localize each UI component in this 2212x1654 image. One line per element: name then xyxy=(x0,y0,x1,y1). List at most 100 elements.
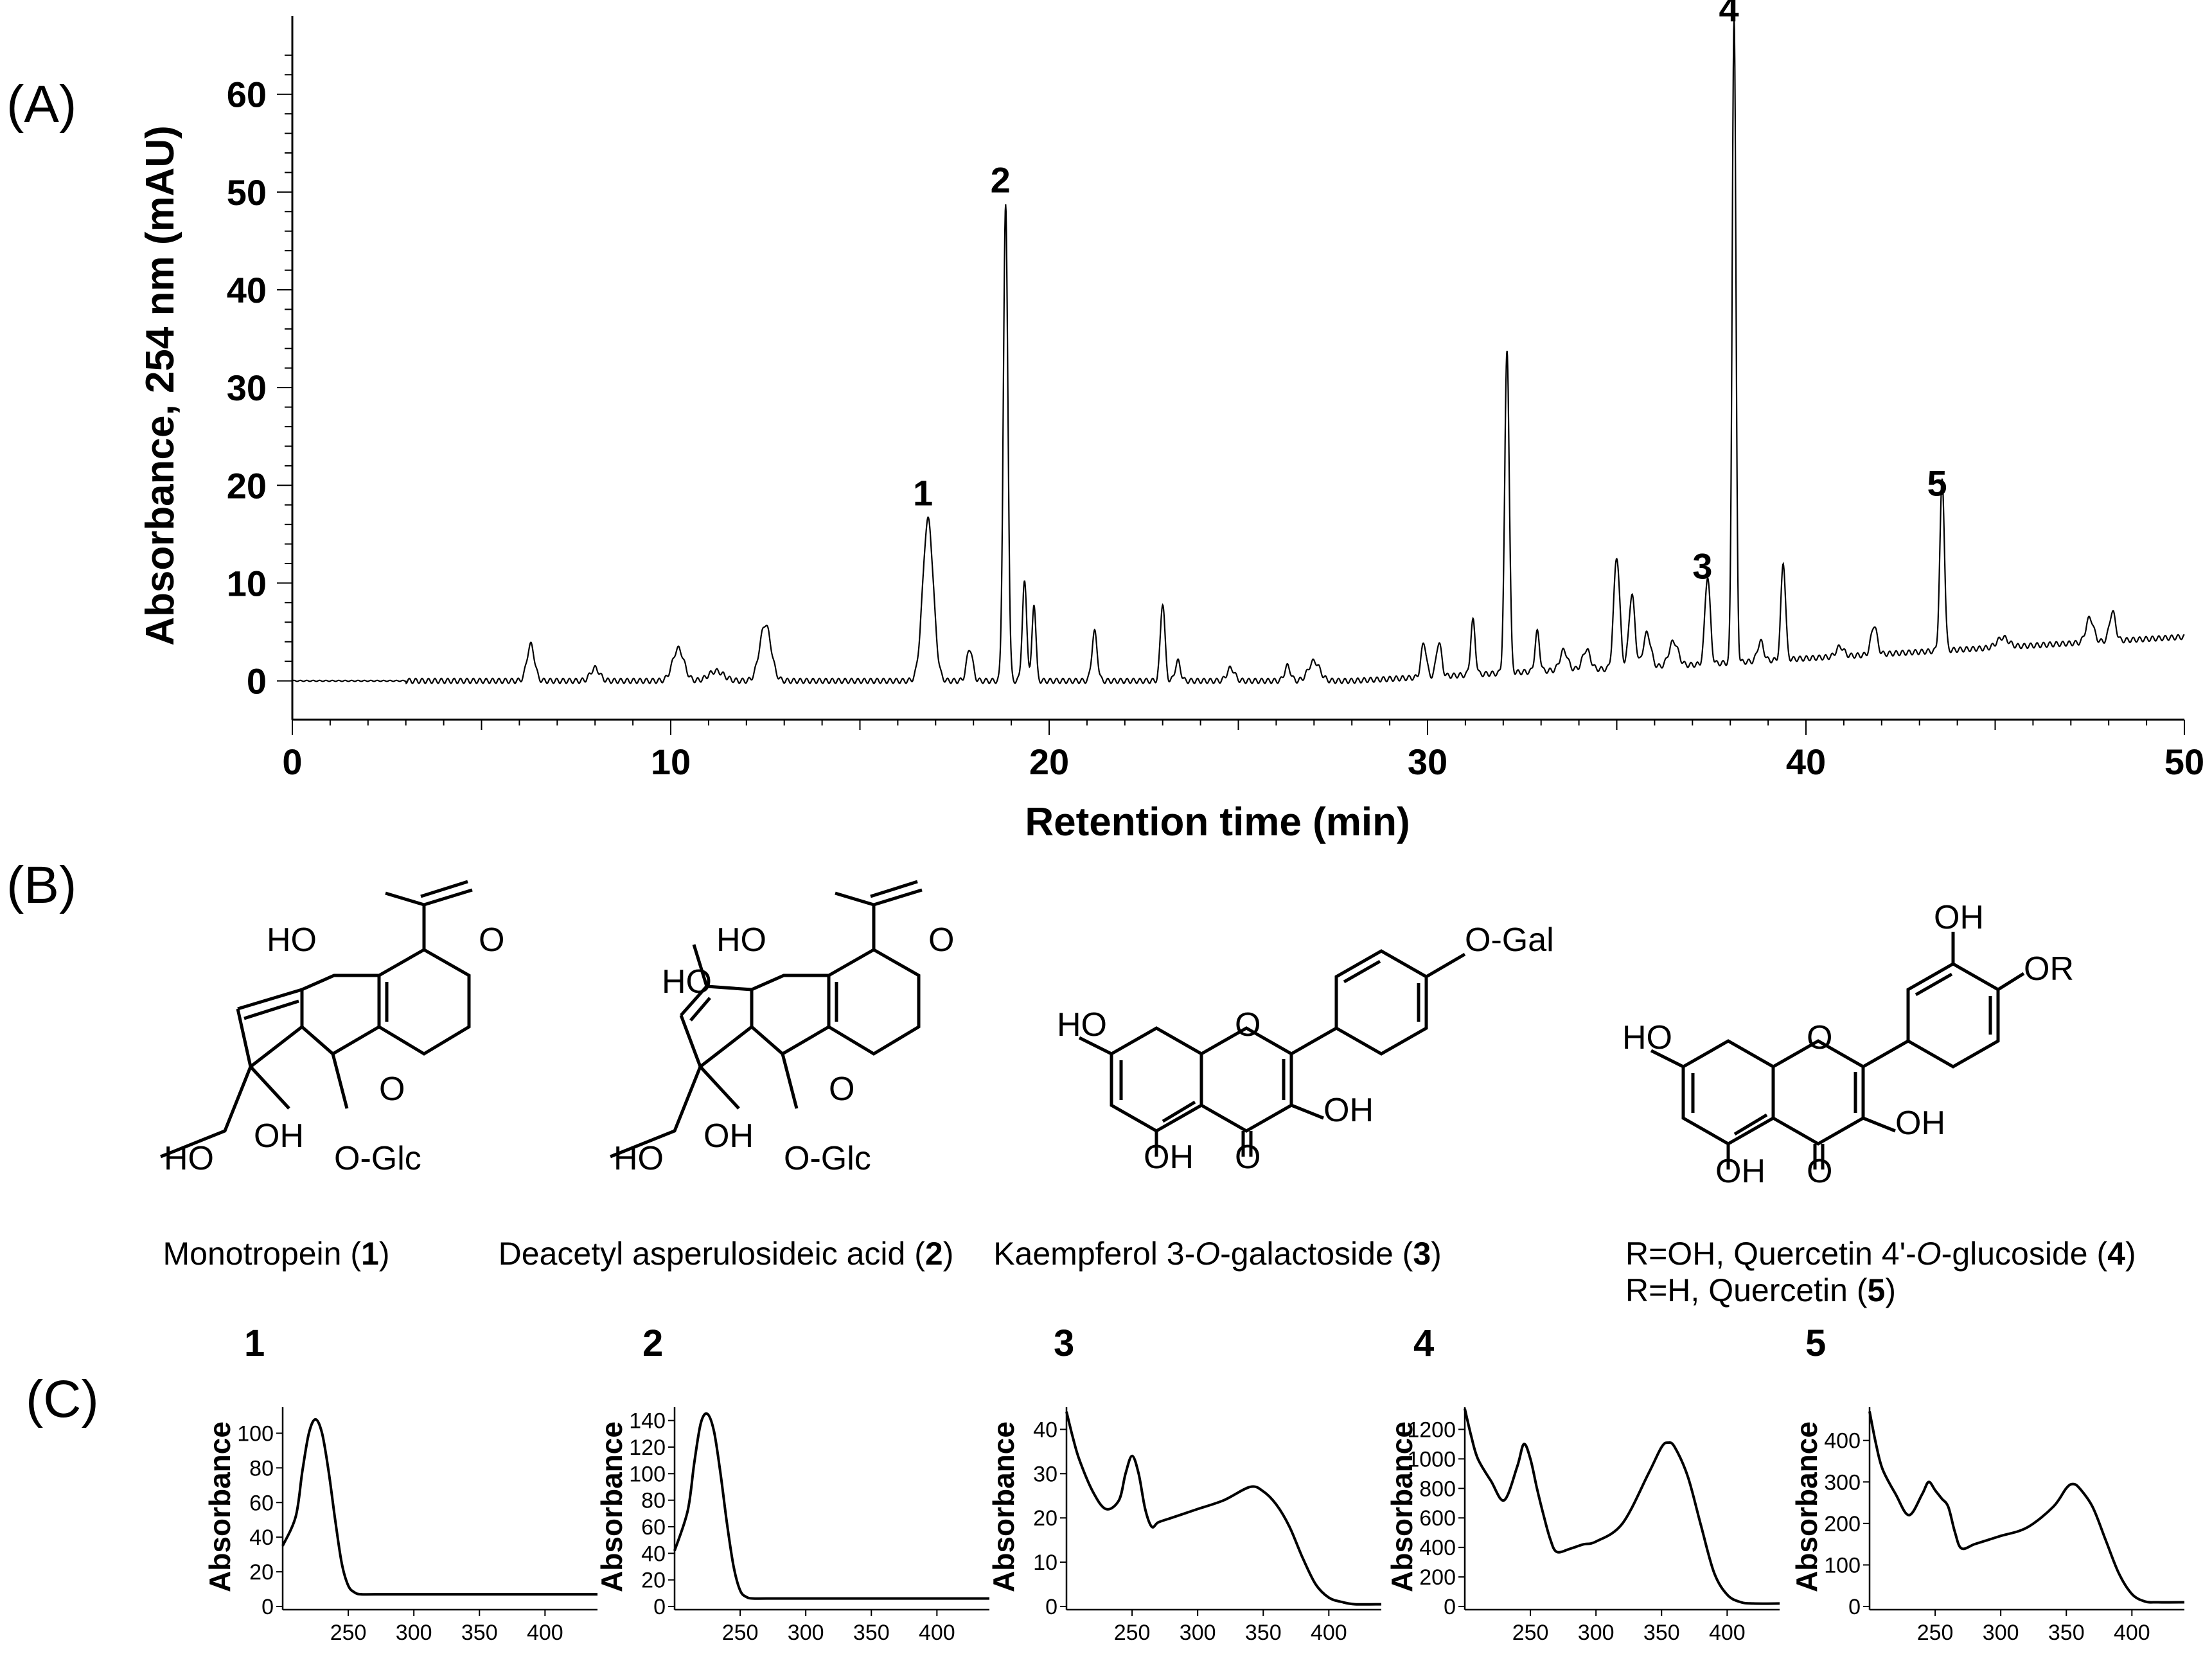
caption-quercetin: R=H, Quercetin (5) xyxy=(1625,1272,1896,1308)
bond-oh xyxy=(249,1065,290,1110)
bond-ring-right xyxy=(827,948,921,1056)
bond-ring-a-double xyxy=(1691,1073,1768,1136)
chromatogram-trace xyxy=(292,17,2185,685)
spectrum-curve xyxy=(1464,1408,1780,1605)
spectrum-y-tick-label: 200 xyxy=(1419,1565,1456,1590)
peak-label: 4 xyxy=(1719,0,1739,29)
spectrum-x-tick-label: 350 xyxy=(853,1621,890,1645)
spectrum-y-label: Absorbance xyxy=(987,1421,1020,1592)
y-tick-label: 50 xyxy=(227,172,267,213)
spectrum-title: 1 xyxy=(244,1322,265,1364)
bond-ring-b xyxy=(1290,949,1428,1056)
caption-number: 1 xyxy=(361,1236,379,1272)
caption-text: R=OH, Quercetin 4'- xyxy=(1625,1236,1916,1272)
bond-ch2oh xyxy=(160,1066,252,1159)
spectrum-x-tick-label: 350 xyxy=(1643,1621,1680,1645)
spectrum-x-tick-label: 250 xyxy=(1114,1621,1151,1645)
y-axis-label: Absorbance, 254 nm (mAU) xyxy=(138,125,182,646)
atom-label: O xyxy=(1807,1019,1832,1056)
bond-carbonyl xyxy=(420,880,473,907)
spectrum-y-tick-label: 0 xyxy=(1045,1595,1057,1619)
spectrum-x-tick-label: 400 xyxy=(2114,1621,2150,1645)
x-tick-label: 40 xyxy=(1786,742,1826,782)
spectrum-x-tick-label: 400 xyxy=(1709,1621,1746,1645)
structure-deacetyl-asperulosideic-acid xyxy=(610,880,923,1159)
bond-oglc xyxy=(781,1053,799,1109)
spectrum-y-tick-label: 300 xyxy=(1824,1470,1861,1495)
bond-carbonyl xyxy=(870,880,923,907)
bond-ogal xyxy=(1425,952,1466,979)
spectrum-title: 4 xyxy=(1413,1322,1434,1364)
caption-text: Monotropein ( xyxy=(163,1236,362,1272)
caption-text: -galactoside ( xyxy=(1220,1236,1413,1272)
atom-label: HO xyxy=(662,963,712,1000)
uv-spectrum-1: 1 Absorbance 0 20 40 60 80 100 250 300 350 400 xyxy=(203,1322,597,1645)
atom-label: O xyxy=(1235,1006,1261,1044)
caption-number: 4 xyxy=(2107,1236,2125,1272)
x-tick-label: 30 xyxy=(1408,742,1447,782)
bond-ho xyxy=(1650,1049,1685,1069)
spectrum-y-label: Absorbance xyxy=(203,1421,236,1592)
bond-or xyxy=(1997,972,2025,992)
atom-label: O xyxy=(1235,1139,1261,1176)
x-axis-label: Retention time (min) xyxy=(1025,800,1410,844)
atom-label: O-Gal xyxy=(1465,921,1554,959)
spectrum-x-tick-label: 250 xyxy=(722,1621,759,1645)
spectrum-y-tick-label: 10 xyxy=(1033,1551,1057,1575)
x-tick-label: 50 xyxy=(2164,742,2204,782)
spectrum-x-tick-label: 400 xyxy=(1311,1621,1347,1645)
spectrum-y-tick-label: 1200 xyxy=(1407,1418,1456,1442)
spectrum-y-tick-label: 0 xyxy=(1444,1595,1456,1619)
spectrum-title: 2 xyxy=(642,1322,663,1364)
spectrum-y-tick-label: 80 xyxy=(641,1489,666,1513)
y-tick-label: 40 xyxy=(227,270,267,310)
y-tick-label: 60 xyxy=(227,75,267,115)
atom-label: OH xyxy=(1715,1153,1765,1190)
structure-quercetin xyxy=(1650,932,2025,1169)
atom-label: OH xyxy=(1934,899,1984,936)
peak-label: 1 xyxy=(913,473,933,513)
bond-carboxyl-oh xyxy=(835,891,874,907)
spectrum-x-tick-label: 300 xyxy=(1180,1621,1216,1645)
peak-label: 3 xyxy=(1692,546,1712,587)
caption-text: -glucoside ( xyxy=(1942,1236,2108,1272)
spectrum-x-tick-label: 350 xyxy=(2048,1621,2085,1645)
spectrum-curve xyxy=(673,1412,989,1600)
spectrum-y-tick-label: 100 xyxy=(1824,1553,1861,1578)
bond-oh-3 xyxy=(1291,1103,1324,1120)
atom-label: O-Glc xyxy=(334,1140,421,1177)
peak-label: 2 xyxy=(991,160,1011,200)
bond-double-2 xyxy=(243,999,299,1020)
bond-carbonyl xyxy=(1813,1144,1825,1169)
x-tick-label: 10 xyxy=(651,742,691,782)
spectrum-x-tick-label: 300 xyxy=(396,1621,432,1645)
spectrum-y-tick-label: 40 xyxy=(249,1525,274,1550)
caption-text: ) xyxy=(943,1236,954,1272)
spectrum-y-tick-label: 20 xyxy=(1033,1506,1057,1531)
caption-number: 3 xyxy=(1413,1236,1431,1272)
spectrum-y-tick-label: 40 xyxy=(1033,1418,1057,1442)
caption-text: Kaempferol 3- xyxy=(993,1236,1195,1272)
x-tick-label: 0 xyxy=(282,742,302,782)
y-tick-label: 0 xyxy=(247,661,267,702)
bond-oh-3 xyxy=(1863,1116,1896,1133)
spectrum-y-tick-label: 40 xyxy=(641,1542,666,1566)
structures-panel: HO O O HO OH O-Glc Monotropein (1) HO xyxy=(160,880,2136,1308)
caption-text: Deacetyl asperulosideic acid ( xyxy=(499,1236,926,1272)
caption-number: 2 xyxy=(925,1236,943,1272)
caption-deacetyl-asperulosideic-acid: Deacetyl asperulosideic acid (2) xyxy=(499,1236,954,1272)
bond-ho xyxy=(1078,1036,1113,1056)
bond-oglc xyxy=(331,1053,349,1109)
spectrum-y-tick-label: 0 xyxy=(1848,1595,1861,1619)
bond-ring-right xyxy=(378,948,471,1056)
spectrum-y-tick-label: 20 xyxy=(249,1560,274,1585)
atom-label: O xyxy=(1807,1153,1832,1190)
spectrum-y-tick-label: 800 xyxy=(1419,1477,1456,1501)
chromatogram-axes: 0 10 20 30 40 50 60 0 10 20 30 40 50 xyxy=(227,16,2204,782)
spectrum-y-tick-label: 120 xyxy=(629,1436,666,1460)
atom-label: OH xyxy=(1895,1105,1945,1142)
caption-number: 5 xyxy=(1868,1272,1886,1308)
bond-double-2 xyxy=(689,997,711,1022)
